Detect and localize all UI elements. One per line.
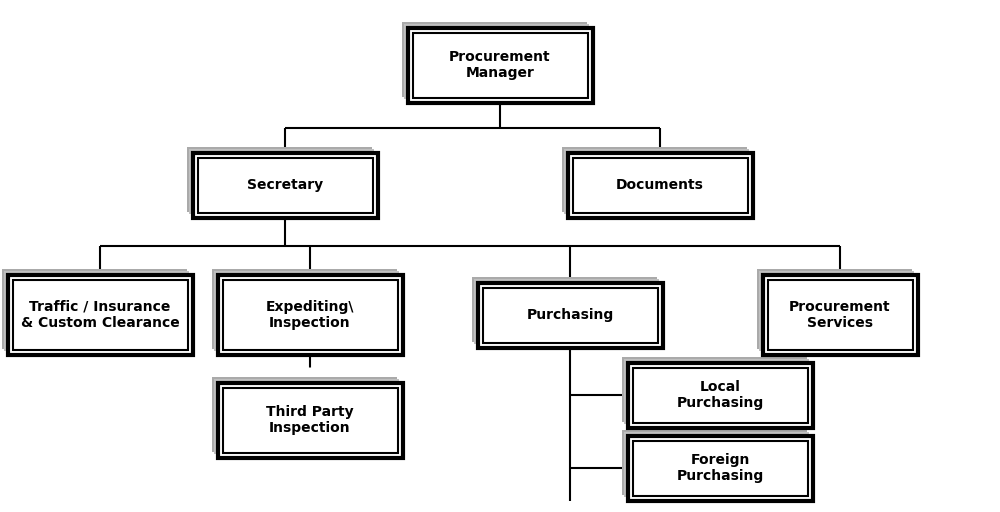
Bar [218,275,402,355]
Bar [6,273,190,353]
Bar [478,283,662,348]
Bar [8,275,192,355]
Bar [633,440,808,496]
Bar [222,280,398,350]
Bar [406,26,590,100]
Bar [212,269,396,349]
Bar [222,388,398,453]
Bar [214,271,398,351]
Text: Purchasing: Purchasing [526,308,614,322]
Bar [564,148,748,214]
Bar [474,279,658,344]
Bar [218,382,402,458]
Bar [622,356,806,421]
Bar [628,436,812,501]
Text: Foreign
Purchasing: Foreign Purchasing [676,453,764,483]
Bar [482,288,658,343]
Text: Procurement
Manager: Procurement Manager [449,50,551,80]
Bar [626,360,810,425]
Bar [624,432,808,497]
Bar [192,153,378,218]
Bar [628,362,812,428]
Bar [2,269,186,349]
Bar [404,24,588,98]
Bar [408,28,592,102]
Bar [413,32,588,97]
Bar [572,158,748,212]
Bar [4,271,188,351]
Bar [757,269,912,349]
Bar [759,271,914,351]
Text: Documents: Documents [616,178,704,192]
Text: Procurement
Services: Procurement Services [789,300,891,330]
Bar [633,368,808,422]
Bar [188,148,374,214]
Bar [476,281,660,346]
Bar [566,151,750,216]
Text: Local
Purchasing: Local Purchasing [676,380,764,410]
Bar [186,146,372,211]
Text: Secretary: Secretary [247,178,323,192]
Bar [12,280,188,350]
Bar [216,380,400,456]
Bar [402,22,586,96]
Text: Traffic / Insurance
& Custom Clearance: Traffic / Insurance & Custom Clearance [21,300,179,330]
Bar [214,378,398,454]
Bar [624,358,808,423]
Bar [198,158,372,212]
Bar [190,151,376,216]
Bar [626,434,810,499]
Bar [568,153,753,218]
Bar [761,273,916,353]
Bar [622,430,806,495]
Bar [212,376,396,452]
Bar [562,146,746,211]
Bar [768,280,912,350]
Bar [763,275,918,355]
Text: Third Party
Inspection: Third Party Inspection [266,405,354,435]
Bar [472,276,656,342]
Bar [216,273,400,353]
Text: Expediting\
Inspection: Expediting\ Inspection [266,300,354,330]
